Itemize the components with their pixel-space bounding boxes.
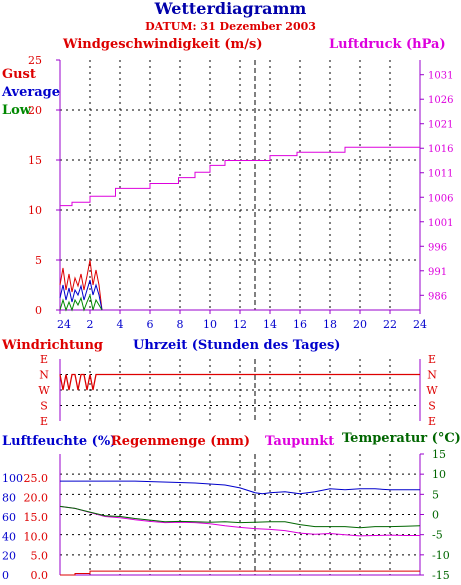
series-low xyxy=(59,293,103,312)
direction-tick-label-left: E xyxy=(40,353,48,366)
humidity-tick-label: 100 xyxy=(2,472,23,485)
series-wind-direction xyxy=(59,373,420,391)
temp-tick-label: 5 xyxy=(432,488,439,501)
time-tick-label: 22 xyxy=(383,318,397,331)
wind-direction-title: Windrichtung xyxy=(2,338,104,353)
rain-tick-label: 15.0 xyxy=(24,511,49,524)
wind-tick-label: 20 xyxy=(28,104,42,117)
time-tick-label: 20 xyxy=(353,318,367,331)
humidity-tick-label: 0 xyxy=(2,569,9,582)
series-humidity xyxy=(60,480,420,495)
pressure-tick-label: 1021 xyxy=(428,120,453,131)
temp-tick-label: -5 xyxy=(432,529,443,542)
pressure-tick-label: 991 xyxy=(428,267,447,278)
legend-rain: Regenmenge (mm) xyxy=(111,434,251,449)
time-tick-label: 24 xyxy=(413,318,427,331)
series-gust xyxy=(59,259,103,311)
humidity-tick-label: 20 xyxy=(2,550,16,563)
legend-dewpoint: Taupunkt xyxy=(265,434,335,449)
legend-gust: Gust xyxy=(2,67,36,82)
series-dewpoint xyxy=(59,505,420,537)
temp-tick-label: 10 xyxy=(432,468,446,481)
pressure-tick-label: 1006 xyxy=(428,193,453,204)
rain-tick-label: 10.0 xyxy=(24,530,49,543)
temp-tick-label: -15 xyxy=(432,569,450,582)
time-tick-label: 10 xyxy=(203,318,217,331)
legend-temperature: Temperatur (°C) xyxy=(342,431,461,446)
chart-date: DATUM: 31 Dezember 2003 xyxy=(145,20,316,33)
time-tick-label: 18 xyxy=(323,318,337,331)
direction-tick-label-right: E xyxy=(428,353,436,366)
legend-average: Average xyxy=(2,85,61,100)
legend-humidity: Luftfeuchte (%) xyxy=(2,434,117,449)
time-axis-title: Uhrzeit (Stunden des Tages) xyxy=(133,338,341,353)
temp-tick-label: -10 xyxy=(432,549,450,562)
legend-low: Low xyxy=(2,103,32,118)
rain-tick-label: 5.0 xyxy=(31,550,49,563)
time-tick-label: 14 xyxy=(263,318,277,331)
wind-speed-axis-title: Windgeschwindigkeit (m/s) xyxy=(63,37,263,52)
time-tick-label: 2 xyxy=(87,318,94,331)
pressure-tick-label: 1031 xyxy=(428,71,453,82)
time-tick-label: 6 xyxy=(147,318,154,331)
direction-tick-label-right: S xyxy=(428,400,436,413)
wind-tick-label: 10 xyxy=(28,204,42,217)
pressure-tick-label: 1011 xyxy=(428,169,453,180)
series-temperature xyxy=(59,505,421,529)
wind-tick-label: 15 xyxy=(28,154,42,167)
rain-tick-label: 0.0 xyxy=(31,569,49,582)
series-luftdruck xyxy=(60,146,420,207)
time-tick-label: 24 xyxy=(57,318,71,331)
direction-tick-label-left: W xyxy=(38,384,50,397)
humidity-tick-label: 60 xyxy=(2,511,16,524)
temp-tick-label: 0 xyxy=(432,509,439,522)
time-tick-label: 16 xyxy=(293,318,307,331)
pressure-axis-title: Luftdruck (hPa) xyxy=(329,37,446,52)
direction-tick-label-left: S xyxy=(40,400,48,413)
wind-tick-label: 25 xyxy=(28,54,42,67)
time-tick-label: 4 xyxy=(117,318,124,331)
direction-tick-label-right: E xyxy=(428,415,436,428)
wind-tick-label: 0 xyxy=(35,304,42,317)
temp-tick-label: 15 xyxy=(432,448,446,461)
pressure-tick-label: 1016 xyxy=(428,144,453,155)
direction-tick-label-right: N xyxy=(427,369,437,382)
time-tick-label: 12 xyxy=(233,318,247,331)
humidity-tick-label: 80 xyxy=(2,492,16,505)
series-rain xyxy=(60,570,420,576)
direction-tick-label-right: W xyxy=(426,384,438,397)
chart-title: Wetterdiagramm xyxy=(154,0,307,18)
pressure-tick-label: 996 xyxy=(428,242,447,253)
pressure-tick-label: 1026 xyxy=(428,95,453,106)
wind-tick-label: 5 xyxy=(35,254,42,267)
direction-tick-label-left: N xyxy=(39,369,49,382)
pressure-tick-label: 986 xyxy=(428,291,447,302)
time-tick-label: 8 xyxy=(177,318,184,331)
rain-tick-label: 20.0 xyxy=(24,492,49,505)
pressure-tick-label: 1001 xyxy=(428,218,453,229)
direction-tick-label-left: E xyxy=(40,415,48,428)
humidity-tick-label: 40 xyxy=(2,530,16,543)
series-average xyxy=(59,279,103,311)
rain-tick-label: 25.0 xyxy=(24,472,49,485)
